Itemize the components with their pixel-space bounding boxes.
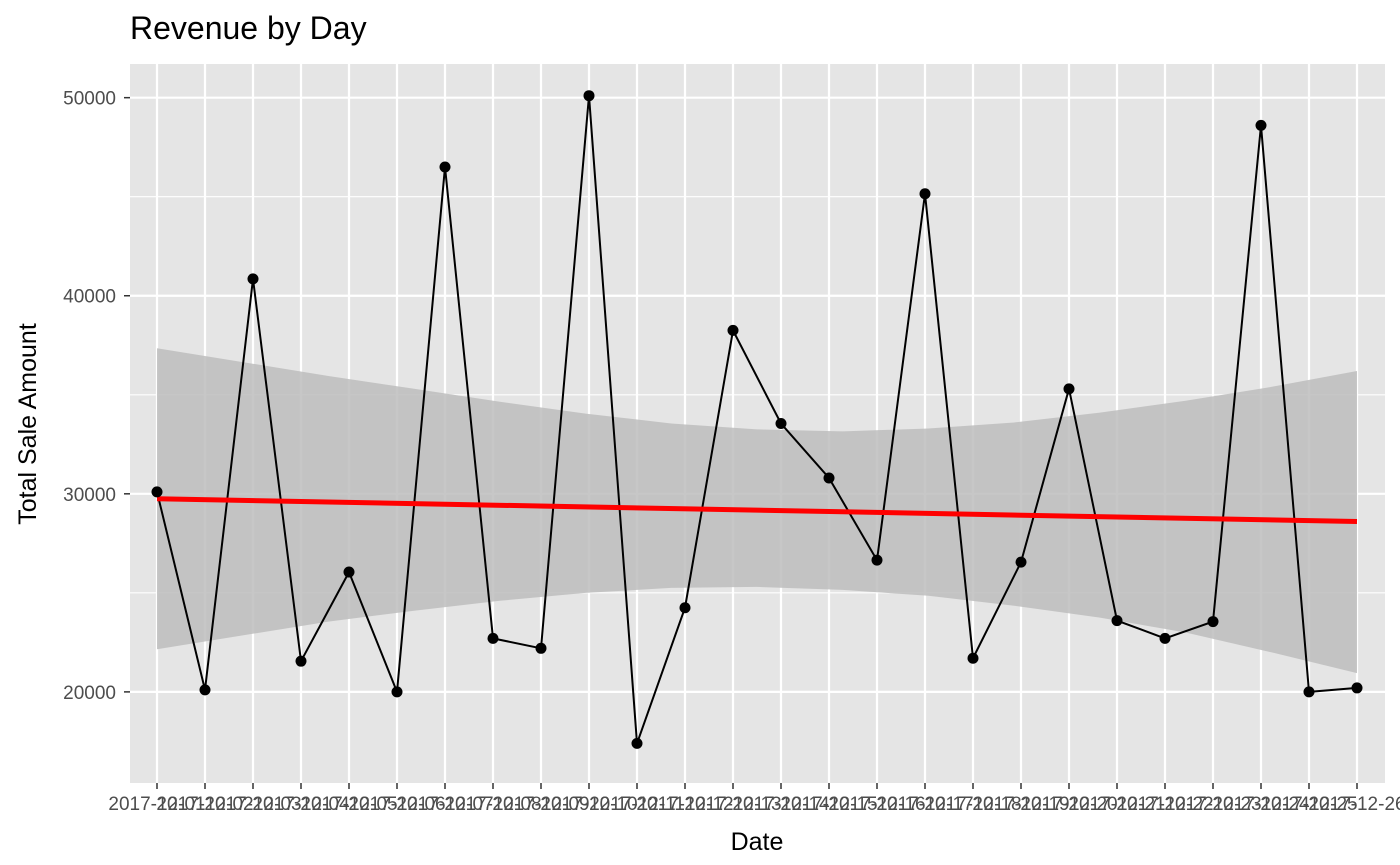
data-point	[1159, 632, 1171, 644]
data-point	[1063, 383, 1075, 395]
series-line	[156, 95, 1358, 744]
x-tick-label: 2017-12-22	[1116, 794, 1213, 815]
x-tick-labels: 2017-12-012017-12-022017-12-032017-12-04…	[108, 783, 1400, 815]
y-tick-label: 40000	[63, 287, 116, 308]
x-axis-title: Date	[731, 828, 784, 856]
data-point	[487, 632, 499, 644]
x-tick-label: 2017-12-09	[492, 794, 589, 815]
x-tick-label: 2017-12-18	[924, 794, 1021, 815]
data-point	[1351, 682, 1363, 694]
data-point	[583, 90, 595, 102]
x-tick-label: 2017-12-03	[204, 794, 301, 815]
data-point	[727, 324, 739, 336]
y-tick-label: 30000	[63, 485, 116, 506]
chart-title: Revenue by Day	[130, 10, 367, 46]
data-point	[1207, 616, 1219, 628]
x-tick-label: 2017-12-15	[780, 794, 877, 815]
data-point	[823, 472, 835, 484]
x-tick-label: 2017-12-05	[300, 794, 397, 815]
y-axis-title: Total Sale Amount	[14, 323, 42, 525]
x-tick-label: 2017-12-06	[348, 794, 445, 815]
data-point	[871, 554, 883, 566]
x-tick-label: 2017-12-26	[1308, 794, 1400, 815]
data-point	[967, 652, 979, 664]
x-tick-label: 2017-12-14	[732, 794, 830, 815]
y-tick-label: 50000	[63, 89, 116, 110]
data-point	[1015, 556, 1027, 568]
x-tick-label: 2017-12-24	[1212, 794, 1310, 815]
x-tick-label: 2017-12-25	[1260, 794, 1357, 815]
data-points	[151, 90, 1363, 749]
x-tick-label: 2017-12-10	[540, 794, 637, 815]
x-tick-label: 2017-12-21	[1068, 794, 1165, 815]
x-tick-label: 2017-12-07	[396, 794, 493, 815]
x-tick-label: 2017-12-04	[252, 794, 350, 815]
x-tick-label: 2017-12-23	[1164, 794, 1261, 815]
data-point	[1303, 686, 1315, 698]
x-tick-label: 2017-12-01	[108, 794, 205, 815]
data-point	[199, 684, 211, 696]
data-point	[535, 642, 547, 654]
data-point	[295, 655, 307, 667]
data-point	[247, 273, 259, 285]
data-point	[679, 602, 691, 614]
data-point	[439, 161, 451, 173]
x-tick-label: 2017-12-17	[876, 794, 973, 815]
y-tick-labels: 20000 30000 40000 50000	[63, 89, 130, 704]
data-point	[391, 686, 403, 698]
trend-line	[156, 496, 1358, 525]
x-tick-label: 2017-12-12	[636, 794, 733, 815]
data-point	[1111, 615, 1123, 627]
x-tick-label: 2017-12-16	[828, 794, 925, 815]
x-tick-label: 2017-12-11	[589, 794, 685, 815]
x-tick-label: 2017-12-08	[444, 794, 541, 815]
data-point	[151, 486, 163, 498]
data-point	[343, 566, 355, 578]
y-tick-label: 20000	[63, 683, 116, 704]
x-tick-label: 2017-12-19	[972, 794, 1069, 815]
x-tick-label: 2017-12-02	[156, 794, 253, 815]
x-tick-label: 2017-12-20	[1020, 794, 1117, 815]
data-point	[1255, 119, 1267, 131]
data-point	[919, 188, 931, 200]
x-tick-label: 2017-12-13	[684, 794, 781, 815]
data-point	[631, 737, 643, 749]
data-point	[775, 418, 787, 429]
